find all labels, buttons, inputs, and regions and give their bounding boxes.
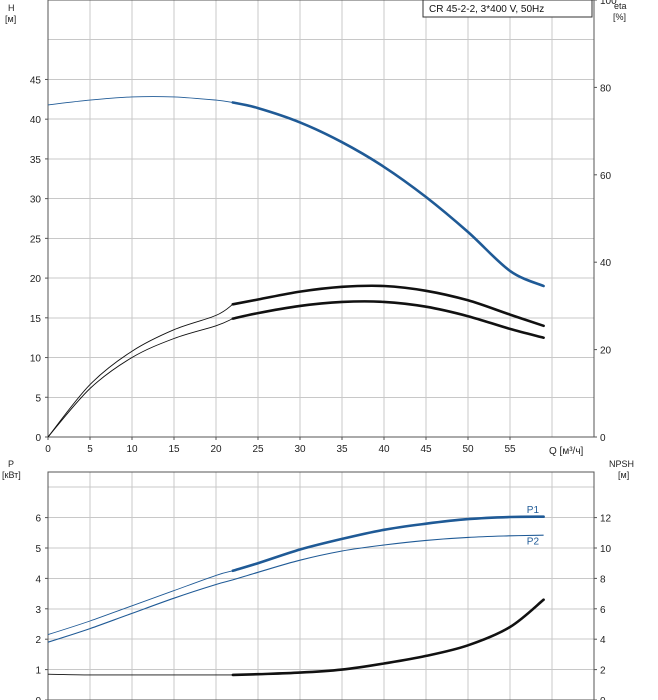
left-tick-label: 35	[30, 155, 42, 166]
x-tick-label: 35	[336, 444, 348, 455]
left-tick-label: 4	[35, 574, 41, 585]
power-axis-label: P	[8, 459, 14, 469]
right-tick-label: 12	[600, 514, 612, 525]
left-tick-label: 6	[35, 514, 41, 525]
left-tick-label: 0	[35, 433, 41, 444]
top-ticks: 0 5 10 15 20 25 30 35 40 45 0 20 40 60 80 100 0 5 10 15 20 25…	[30, 0, 617, 455]
right-tick-label: 0	[600, 696, 606, 700]
series-label: P2	[527, 536, 540, 547]
series-label: P1	[527, 505, 540, 516]
left-tick-label: 1	[35, 666, 41, 677]
right-tick-label: 10	[600, 544, 612, 555]
left-tick-label: 10	[30, 354, 42, 365]
head-axis-label: H	[8, 3, 15, 13]
x-tick-label: 45	[420, 444, 432, 455]
x-tick-label: 55	[504, 444, 516, 455]
series-top-0	[47, 96, 545, 288]
series-p1: P1	[47, 505, 545, 636]
right-tick-label: 60	[600, 171, 612, 182]
right-tick-label: 6	[600, 605, 606, 616]
curve-thin-segment	[47, 673, 233, 676]
right-tick-label: 4	[600, 635, 606, 646]
series-top-1	[47, 284, 545, 438]
left-tick-label: 2	[35, 635, 41, 646]
left-tick-label: 0	[35, 696, 41, 700]
npsh-axis-label: NPSH	[609, 459, 634, 469]
series-top-2	[47, 300, 545, 438]
right-tick-label: 40	[600, 258, 612, 269]
bottom-ticks: 0123456024681012	[35, 514, 612, 700]
curve-line	[47, 534, 544, 643]
left-tick-label: 25	[30, 234, 42, 245]
right-tick-label: 80	[600, 83, 612, 94]
x-tick-label: 30	[294, 444, 306, 455]
curve-thick-segment	[231, 300, 545, 339]
series-bottom-2	[47, 598, 545, 677]
left-tick-label: 5	[35, 393, 41, 404]
right-tick-label: 0	[600, 433, 606, 444]
x-tick-label: 20	[210, 444, 222, 455]
left-tick-label: 20	[30, 274, 42, 285]
curve-thick-segment	[231, 284, 545, 328]
right-tick-label: 2	[600, 666, 606, 677]
x-tick-label: 25	[252, 444, 264, 455]
left-tick-label: 45	[30, 75, 42, 86]
x-tick-label: 15	[168, 444, 180, 455]
curve-thick-segment	[231, 515, 545, 573]
eta-axis-unit: [%]	[613, 12, 626, 22]
curve-thin-segment	[47, 570, 233, 636]
curve-thick-segment	[231, 101, 545, 288]
top-grid	[48, 0, 594, 437]
top-frame	[47, 0, 595, 438]
model-label-box	[422, 0, 593, 18]
curve-thick-segment	[231, 598, 545, 677]
bottom-curves: P1 P2	[47, 505, 545, 677]
x-tick-label: 40	[378, 444, 390, 455]
head-axis-unit: [м]	[5, 14, 16, 24]
top-curves	[47, 96, 545, 438]
left-tick-label: 15	[30, 314, 42, 325]
model-label: CR 45-2-2, 3*400 V, 50Hz	[429, 4, 544, 15]
curve-thin-segment	[47, 96, 233, 106]
left-tick-label: 40	[30, 115, 42, 126]
top-panel: 0 5 10 15 20 25 30 35 40 45 0 20 40 60 80 100 0 5 10 15 20 25…	[5, 0, 627, 457]
x-tick-label: 0	[45, 444, 51, 455]
x-tick-label: 5	[87, 444, 93, 455]
right-tick-label: 8	[600, 574, 606, 585]
curve-thin-segment	[47, 303, 234, 438]
left-tick-label: 3	[35, 605, 41, 616]
bottom-grid	[48, 472, 594, 700]
left-tick-label: 30	[30, 195, 42, 206]
power-axis-unit: [кВт]	[2, 470, 21, 480]
series-p2: P2	[47, 534, 544, 643]
x-tick-label: 10	[126, 444, 138, 455]
right-tick-label: 20	[600, 346, 612, 357]
bottom-frame	[47, 471, 595, 700]
flow-axis-unit: Q [м³/ч]	[549, 446, 584, 457]
eta-axis-label: eta	[614, 1, 627, 11]
right-tick-label: 100	[600, 0, 617, 7]
x-tick-label: 50	[462, 444, 474, 455]
npsh-axis-unit: [м]	[618, 470, 629, 480]
left-tick-label: 5	[35, 544, 41, 555]
curve-thin-segment	[47, 318, 233, 438]
